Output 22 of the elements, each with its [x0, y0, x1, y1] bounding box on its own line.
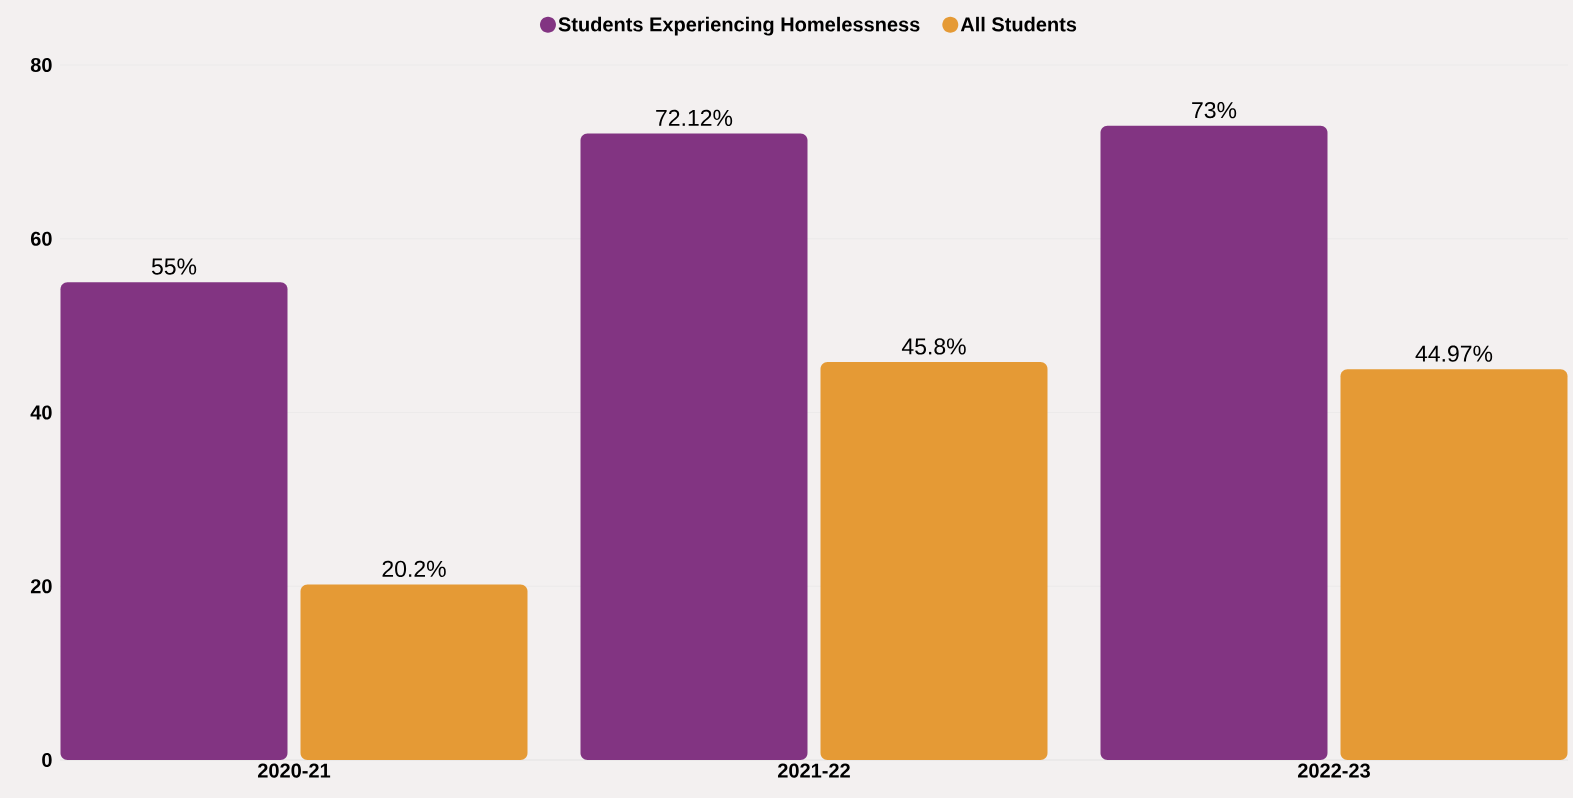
- bar: [1340, 369, 1568, 760]
- y-tick-label: 60: [30, 231, 52, 246]
- legend-label: Students Experiencing Homelessness: [558, 16, 920, 36]
- bar: [300, 584, 528, 760]
- bar: [580, 133, 808, 760]
- x-tick-label: 2021-22: [777, 763, 850, 778]
- x-tick-label: 2022-23: [1297, 763, 1370, 778]
- data-label: 55%: [151, 258, 197, 275]
- legend-label: All Students: [960, 16, 1077, 32]
- data-label: 45.8%: [901, 338, 966, 355]
- data-label: 73%: [1192, 102, 1237, 119]
- bar: [1100, 125, 1328, 760]
- x-tick-label: 2020-21: [257, 763, 331, 778]
- y-tick-label: 0: [42, 752, 52, 768]
- y-tick-label: 40: [30, 405, 52, 420]
- bar: [820, 362, 1048, 760]
- data-label: 20.2%: [382, 560, 446, 577]
- data-label: 44.97%: [1415, 345, 1493, 362]
- y-tick-label: 20: [30, 579, 52, 594]
- bar: [60, 282, 288, 760]
- data-label: 72.12%: [656, 109, 733, 126]
- y-tick-label: 80: [30, 57, 52, 73]
